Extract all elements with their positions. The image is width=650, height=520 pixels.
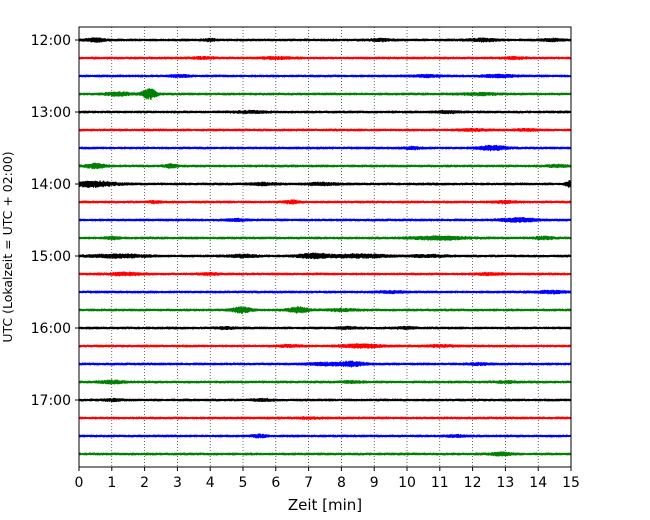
x-tick-label: 3 [173, 475, 182, 491]
y-tick-label: 14:00 [31, 177, 71, 193]
seismic-trace [78, 37, 572, 43]
seismic-trace [78, 216, 572, 224]
seismic-trace [78, 271, 572, 277]
y-axis-label: UTC (Lokalzeit = UTC + 02:00) [0, 151, 15, 342]
trace-group [78, 37, 572, 457]
x-tick-label: 1 [107, 475, 116, 491]
seismic-trace [78, 252, 572, 260]
seismic-trace [78, 433, 572, 439]
x-axis-ticks: 0 1 2 3 4 5 6 7 8 9 10 11 12 13 14 15 [75, 467, 580, 491]
seismic-trace [78, 416, 572, 420]
y-axis-ticks: 12:00 13:00 14:00 15:00 16:00 17:00 [31, 33, 79, 409]
seismic-trace [78, 451, 572, 457]
x-tick-label: 2 [140, 475, 149, 491]
x-tick-label: 7 [304, 475, 313, 491]
seismic-trace [78, 325, 572, 331]
x-tick-label: 13 [496, 475, 514, 491]
x-tick-label: 0 [75, 475, 84, 491]
seismic-trace [78, 73, 572, 79]
seismic-trace [78, 397, 572, 403]
y-tick-label: 16:00 [31, 321, 71, 337]
y-tick-label: 13:00 [31, 105, 71, 121]
seismic-trace [78, 379, 572, 385]
y-tick-label: 17:00 [31, 393, 71, 409]
seismic-trace [78, 235, 572, 241]
seismic-trace [78, 180, 572, 188]
seismic-trace [78, 360, 572, 368]
seismic-trace [78, 199, 572, 205]
x-tick-label: 12 [464, 475, 482, 491]
seismic-trace [78, 343, 572, 349]
y-tick-label: 12:00 [31, 33, 71, 49]
y-tick-label: 15:00 [31, 249, 71, 265]
seismic-trace [78, 127, 572, 133]
plot-frame [78, 26, 572, 468]
x-tick-label: 4 [206, 475, 215, 491]
seismic-trace [78, 88, 572, 100]
x-axis-label: Zeit [min] [288, 496, 362, 514]
x-tick-label: 14 [529, 475, 547, 491]
x-tick-label: 9 [370, 475, 379, 491]
x-tick-label: 10 [398, 475, 416, 491]
seismic-trace [78, 306, 572, 314]
seismic-trace [78, 109, 572, 115]
seismic-trace [78, 144, 572, 152]
seismic-trace [78, 55, 572, 61]
x-tick-label: 6 [271, 475, 280, 491]
x-tick-label: 8 [337, 475, 346, 491]
seismic-trace [78, 289, 572, 295]
x-tick-label: 15 [562, 475, 580, 491]
vertical-grid-lines [111, 27, 539, 467]
x-tick-label: 11 [431, 475, 449, 491]
x-tick-label: 5 [239, 475, 248, 491]
seismic-trace [78, 162, 572, 170]
